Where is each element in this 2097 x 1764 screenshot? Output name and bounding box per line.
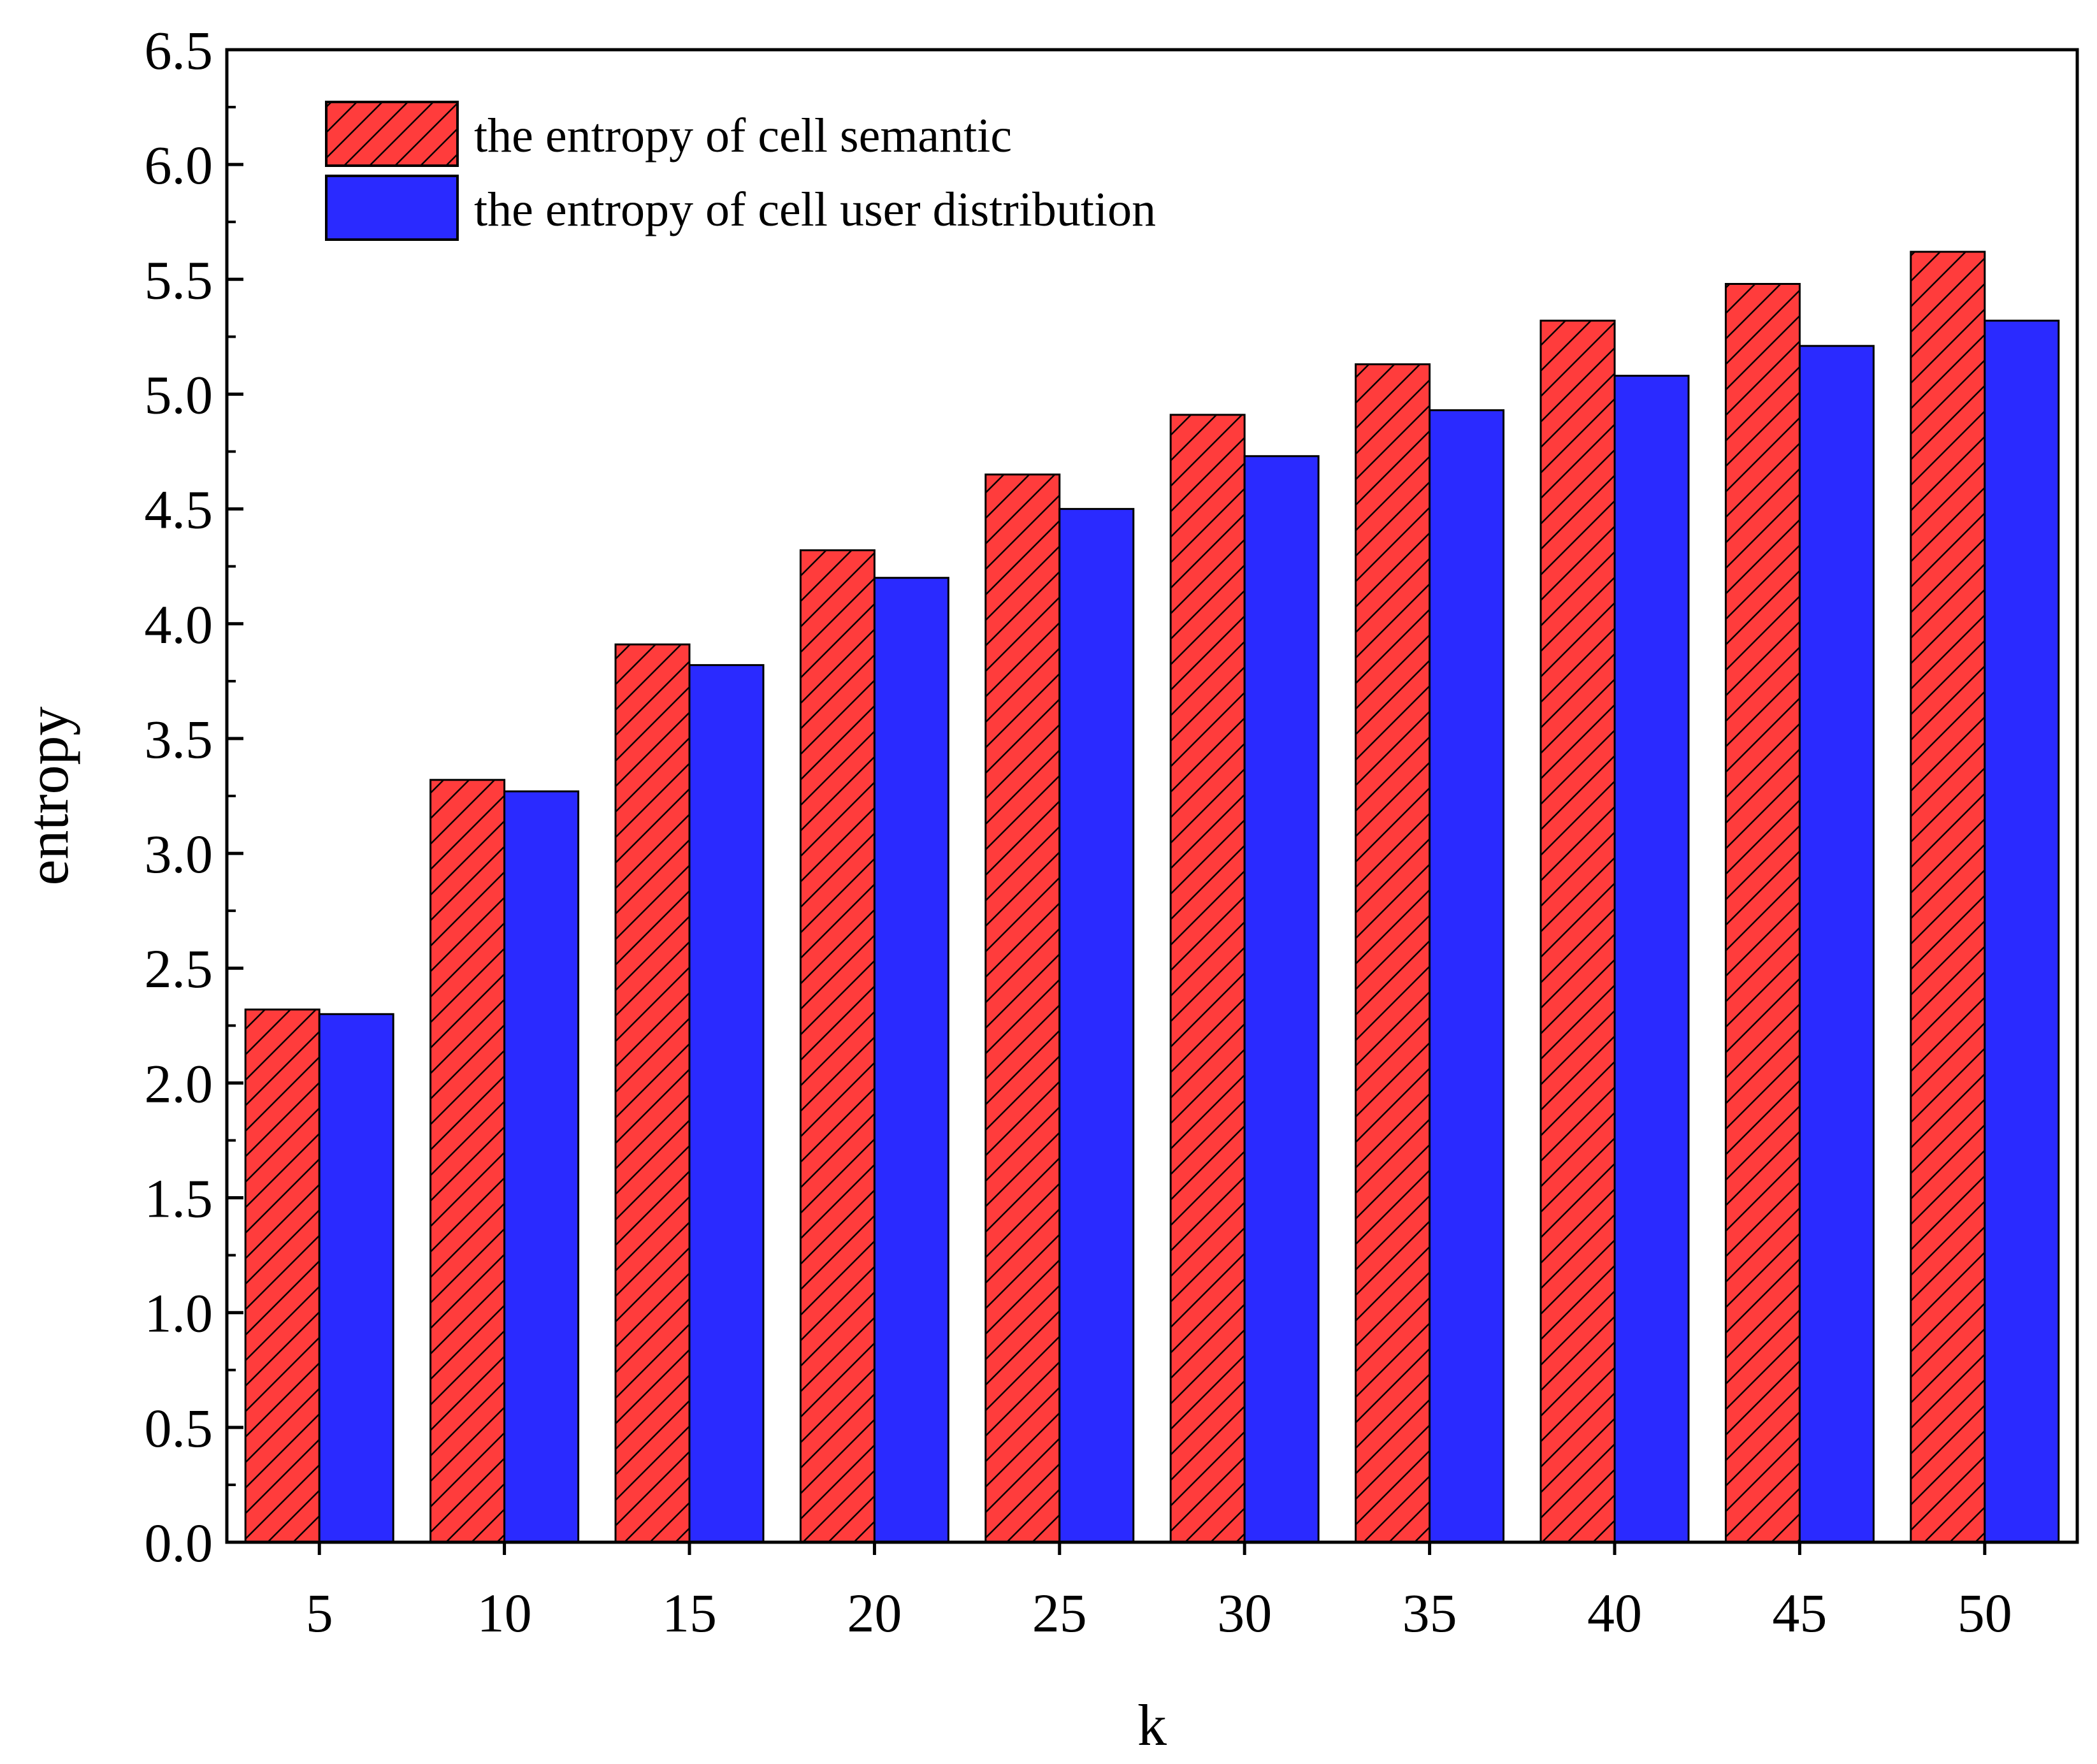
y-tick-label: 1.0 bbox=[145, 1283, 213, 1344]
bar-user-distribution-k5 bbox=[318, 1013, 394, 1544]
y-tick-label: 2.5 bbox=[145, 938, 213, 999]
bar-semantic-k50 bbox=[1910, 250, 1986, 1544]
y-tick-label: 0.0 bbox=[145, 1512, 213, 1573]
bar-user-distribution-k35 bbox=[1429, 409, 1505, 1544]
bar-user-distribution-k50 bbox=[1984, 319, 2060, 1544]
bar-semantic-k45 bbox=[1724, 283, 1801, 1544]
y-tick-label: 3.0 bbox=[145, 823, 213, 885]
bar-semantic-k30 bbox=[1169, 414, 1246, 1544]
bar-user-distribution-k40 bbox=[1613, 375, 1690, 1544]
y-tick-label: 4.0 bbox=[145, 594, 213, 655]
bar-semantic-k15 bbox=[614, 643, 691, 1544]
x-tick-label: 35 bbox=[1402, 1582, 1457, 1644]
x-tick-label: 5 bbox=[306, 1582, 333, 1644]
y-tick-label: 5.0 bbox=[145, 364, 213, 425]
bar-semantic-k40 bbox=[1539, 319, 1616, 1544]
bar-user-distribution-k30 bbox=[1243, 455, 1320, 1544]
legend: the entropy of cell semantic the entropy… bbox=[325, 101, 1156, 241]
legend-swatch-semantic bbox=[325, 101, 459, 167]
y-tick-label: 0.5 bbox=[145, 1398, 213, 1459]
y-tick-label: 3.5 bbox=[145, 709, 213, 770]
bar-semantic-k5 bbox=[244, 1008, 321, 1544]
bar-user-distribution-k15 bbox=[688, 664, 765, 1544]
bars-layer bbox=[244, 250, 2060, 1544]
legend-swatch-user-distribution bbox=[325, 175, 459, 241]
x-tick-label: 40 bbox=[1587, 1582, 1642, 1644]
y-tick-label: 6.0 bbox=[145, 134, 213, 196]
y-tick-label: 6.5 bbox=[145, 20, 213, 81]
bar-user-distribution-k45 bbox=[1798, 345, 1875, 1544]
x-tick-label: 50 bbox=[1957, 1582, 2012, 1644]
bar-semantic-k25 bbox=[984, 474, 1061, 1544]
x-axis-title: k bbox=[1137, 1693, 1167, 1758]
legend-label-user-distribution: the entropy of cell user distribution bbox=[474, 183, 1156, 236]
bar-user-distribution-k25 bbox=[1058, 508, 1135, 1544]
bar-user-distribution-k10 bbox=[503, 790, 580, 1544]
y-tick-label: 5.5 bbox=[145, 249, 213, 310]
bar-user-distribution-k20 bbox=[873, 577, 949, 1544]
y-axis-title: entropy bbox=[15, 706, 80, 885]
bar-semantic-k35 bbox=[1355, 363, 1431, 1544]
y-tick-label: 4.5 bbox=[145, 479, 213, 540]
x-tick-label: 25 bbox=[1032, 1582, 1087, 1644]
bar-semantic-k10 bbox=[429, 779, 506, 1544]
x-tick-label: 20 bbox=[847, 1582, 902, 1644]
y-axis: 0.0 0.5 1.0 1.5 2.0 2.5 3.0 3.5 4.0 4.5 5.0 5.5 6.0 6… bbox=[145, 20, 243, 1573]
x-tick-label: 15 bbox=[662, 1582, 717, 1644]
y-tick-label: 1.5 bbox=[145, 1168, 213, 1229]
x-tick-label: 45 bbox=[1772, 1582, 1827, 1644]
bar-semantic-k20 bbox=[799, 549, 876, 1544]
x-tick-label: 30 bbox=[1217, 1582, 1272, 1644]
y-tick-label: 2.0 bbox=[145, 1053, 213, 1114]
x-axis: 5 10 15 20 25 30 35 40 45 50 bbox=[306, 1542, 2012, 1644]
x-tick-label: 10 bbox=[477, 1582, 532, 1644]
legend-label-semantic: the entropy of cell semantic bbox=[474, 109, 1012, 163]
